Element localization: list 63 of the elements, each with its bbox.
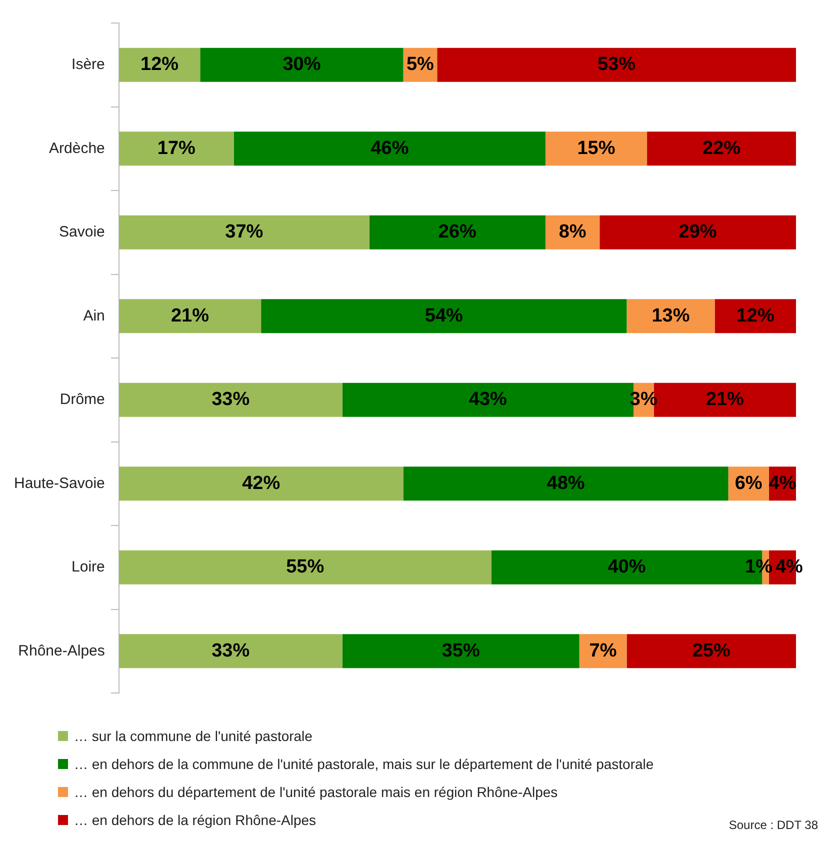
- data-label: 25%: [692, 640, 730, 662]
- data-label: 8%: [558, 222, 586, 243]
- data-label: 15%: [577, 138, 616, 159]
- y-tick-label: Ardèche: [49, 140, 105, 157]
- y-tick-label: Rhône-Alpes: [18, 642, 105, 660]
- data-label: 29%: [678, 222, 717, 243]
- data-label: 5%: [406, 54, 434, 76]
- y-tick-label: Haute-Savoie: [14, 474, 105, 492]
- bar: [118, 550, 492, 584]
- bar: [118, 382, 342, 417]
- data-label: 40%: [608, 556, 646, 578]
- data-label: 42%: [242, 472, 280, 494]
- data-label: 37%: [225, 222, 264, 243]
- data-label: 46%: [370, 138, 409, 159]
- data-label: 33%: [212, 389, 250, 410]
- y-tick-label: Isère: [72, 56, 105, 74]
- data-label: 26%: [438, 222, 477, 243]
- bar: [437, 48, 796, 82]
- bar: [234, 132, 546, 166]
- bar: [118, 634, 342, 668]
- data-label: 4%: [768, 472, 796, 494]
- legend-label: … en dehors de la commune de l'unité pastorale, mais sur le département de l'unité pastorale: [74, 756, 654, 772]
- y-tick-label: Ain: [83, 307, 105, 324]
- bar: [118, 215, 370, 250]
- bar: [261, 299, 627, 334]
- data-label: 55%: [286, 556, 324, 578]
- legend-label: … sur la commune de l'unité pastorale: [74, 728, 312, 744]
- legend-label: … en dehors du département de l'unité pastorale mais en région Rhône-Alpes: [74, 784, 558, 800]
- legend-label: … en dehors de la région Rhône-Alpes: [74, 812, 316, 828]
- data-label: 22%: [702, 138, 741, 159]
- data-label: 7%: [589, 640, 617, 662]
- y-tick-label: Loire: [72, 558, 105, 576]
- data-label: 12%: [140, 54, 179, 76]
- bar: [200, 48, 404, 82]
- data-label: 54%: [424, 305, 464, 326]
- data-label: 6%: [734, 472, 762, 494]
- data-label: 53%: [598, 54, 636, 76]
- data-label: 33%: [212, 640, 250, 662]
- bar: [403, 466, 728, 501]
- bar: [342, 634, 580, 668]
- bar: [714, 299, 796, 334]
- y-tick-label: Drôme: [60, 391, 105, 408]
- data-label: 21%: [706, 389, 744, 410]
- data-label: 43%: [468, 389, 508, 410]
- data-label: 17%: [157, 138, 196, 159]
- bar: [626, 299, 715, 334]
- data-label: 48%: [546, 472, 585, 494]
- data-label: 30%: [282, 54, 321, 76]
- bar: [118, 466, 404, 501]
- data-label: 35%: [442, 640, 480, 662]
- bar: [118, 48, 200, 82]
- bar: [545, 132, 648, 166]
- bar: [647, 132, 796, 166]
- bar: [369, 215, 546, 250]
- data-label: 12%: [736, 305, 774, 326]
- y-tick-label: Savoie: [59, 224, 105, 241]
- bar: [600, 215, 796, 250]
- bar: [118, 299, 262, 334]
- source-note: Source : DDT 38: [728, 818, 818, 832]
- data-label: 21%: [170, 305, 210, 326]
- bar: [626, 634, 796, 668]
- bar: [118, 132, 234, 166]
- data-label: 13%: [652, 305, 690, 326]
